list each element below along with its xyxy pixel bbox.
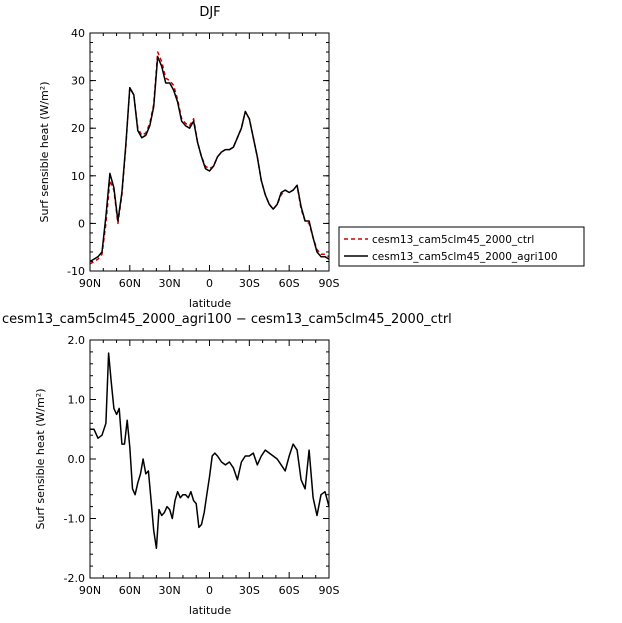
bottom-chart-x-tick-label: 30N (159, 584, 181, 597)
top-chart-x-tick-label: 30N (159, 277, 181, 290)
bottom-chart-ticks: 90N 60N 30N 0 30S 60S 90S -2.0 -1.0 0.0 1.0 2.0 (64, 334, 340, 597)
bottom-chart-y-tick-label: 1.0 (68, 394, 86, 407)
top-chart-x-tick-label: 0 (206, 277, 213, 290)
bottom-chart-y-tick-label: -1.0 (64, 513, 85, 526)
bottom-chart-x-tick-label: 0 (206, 584, 213, 597)
top-chart-x-tick-label: 90S (319, 277, 340, 290)
top-chart-title: DJF (199, 5, 220, 20)
bottom-chart-x-tick-label: 60N (119, 584, 141, 597)
bottom-chart-y-tick-label: -2.0 (64, 572, 85, 585)
bottom-chart-ylabel: Surf sensible heat (W/m²) (34, 389, 47, 530)
bottom-chart-series-group (90, 352, 330, 550)
top-chart-xlabel: latitude (189, 297, 231, 310)
bottom-chart-x-tick-label: 90S (319, 584, 340, 597)
top-chart-y-tick-label: -10 (67, 265, 85, 278)
bottom-chart-frame (89, 339, 330, 579)
bottom-chart-y-tick-label: 0.0 (68, 453, 86, 466)
top-chart-series-line-1 (89, 51, 330, 265)
legend-box (338, 226, 585, 267)
top-chart-y-tick-label: 10 (71, 170, 85, 183)
bottom-chart-x-tick-label: 60S (279, 584, 300, 597)
bottom-chart-title: cesm13_cam5clm45_2000_agri100 − cesm13_c… (2, 312, 452, 327)
bottom-chart-xlabel: latitude (189, 604, 231, 617)
top-chart-ticks: 90N 60N 30N 0 30S 60S 90S -10 0 10 20 30 40 (67, 27, 339, 290)
top-chart-legend: cesm13_cam5clm45_2000_ctrl cesm13_cam5cl… (338, 226, 585, 267)
top-chart-x-tick-label: 60N (119, 277, 141, 290)
top-chart: DJF 90N 60N 30N 0 30S 60S 90S -10 0 10 20 30 40 lati… (38, 5, 585, 310)
top-chart-y-tick-label: 0 (78, 217, 85, 230)
top-chart-x-tick-label: 60S (279, 277, 300, 290)
top-chart-series-group (89, 51, 330, 265)
top-chart-y-tick-label: 40 (71, 27, 85, 40)
bottom-chart-x-tick-label: 90N (79, 584, 101, 597)
bottom-chart: cesm13_cam5clm45_2000_agri100 − cesm13_c… (2, 312, 452, 617)
legend-label-ctrl: cesm13_cam5clm45_2000_ctrl (372, 234, 534, 246)
top-chart-x-tick-label: 30S (239, 277, 260, 290)
top-chart-x-tick-label: 90N (79, 277, 101, 290)
bottom-chart-x-tick-label: 30S (239, 584, 260, 597)
top-chart-y-tick-label: 30 (71, 75, 85, 88)
legend-label-agri100: cesm13_cam5clm45_2000_agri100 (372, 251, 558, 263)
top-chart-series-line-2 (89, 56, 330, 263)
bottom-chart-y-tick-label: 2.0 (68, 334, 86, 347)
top-chart-y-tick-label: 20 (71, 122, 85, 135)
top-chart-ylabel: Surf sensible heat (W/m²) (38, 82, 51, 223)
bottom-chart-series-line-1 (90, 352, 330, 550)
